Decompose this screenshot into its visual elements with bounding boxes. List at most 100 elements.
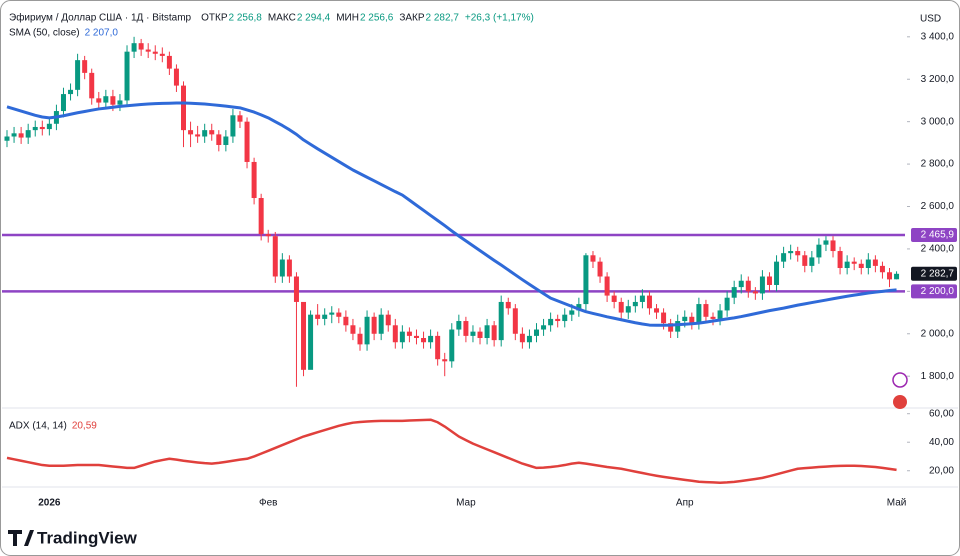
candle-body xyxy=(343,316,349,326)
candle-body xyxy=(724,297,730,311)
level-label: 2 200,0 xyxy=(921,286,955,297)
header-symbol: Эфириум / Доллар США · 1Д · Bitstamp xyxy=(9,12,192,24)
x-tick-label: Фев xyxy=(259,498,277,509)
candle-body xyxy=(428,335,434,343)
candle-body xyxy=(46,123,52,130)
candle-body xyxy=(357,333,363,345)
candle-body xyxy=(477,331,483,339)
candle-body xyxy=(872,259,878,266)
currency: USD xyxy=(920,14,941,25)
y-tick-label: 3 400,0 xyxy=(921,31,955,42)
candle-body xyxy=(675,321,681,332)
candle-body xyxy=(89,72,95,99)
candle-body xyxy=(858,263,864,269)
candle-body xyxy=(816,244,822,258)
candle-body xyxy=(795,251,801,256)
candle-body xyxy=(583,255,589,305)
level-label-box xyxy=(911,284,957,299)
sma-legend: SMA (50, close) xyxy=(9,28,80,39)
candle-body xyxy=(96,98,102,103)
candle-body xyxy=(11,133,17,137)
y-tick-label: 2 000,0 xyxy=(921,328,955,339)
candle-body xyxy=(152,51,158,54)
adx-legend: ADX (14, 14) xyxy=(9,421,67,432)
adx-tick-label: 20,00 xyxy=(929,465,954,476)
candle-body xyxy=(646,295,652,309)
level-label-box xyxy=(911,227,957,242)
candle-body xyxy=(159,53,165,56)
candle-body xyxy=(569,310,575,315)
adx-tick-label: 60,00 xyxy=(929,408,954,419)
candle-body xyxy=(329,312,335,315)
candle-body xyxy=(138,43,144,50)
candle-body xyxy=(216,134,222,145)
candle-body xyxy=(308,314,314,370)
candle-body xyxy=(322,314,328,319)
x-tick-label: Апр xyxy=(676,498,694,509)
candle-body xyxy=(498,301,504,341)
candle-body xyxy=(625,306,631,313)
candle-body xyxy=(562,314,568,322)
candle-body xyxy=(188,130,194,135)
header-label: МАКС xyxy=(268,13,296,24)
x-tick-label: Мар xyxy=(456,498,476,509)
candle-body xyxy=(244,121,250,162)
candle-body xyxy=(435,335,441,360)
candle-body xyxy=(781,253,787,262)
candle-body xyxy=(731,287,737,298)
logo: TradingView xyxy=(8,528,138,547)
header-value: 2 294,4 xyxy=(297,13,331,24)
candle-body xyxy=(597,261,603,277)
candle-body xyxy=(484,325,490,339)
header-values: ОТКР 2 256,8 МАКС 2 294,4 МИН 2 256,6 ЗАКР 2 28… xyxy=(201,13,534,24)
icon[interactable] xyxy=(892,372,908,388)
candle-body xyxy=(823,240,829,245)
candle-body xyxy=(258,198,264,235)
candle-body xyxy=(336,312,342,317)
candle-body xyxy=(399,331,405,343)
candle-body xyxy=(286,259,292,277)
header-value: 2 256,8 xyxy=(229,13,263,24)
candle-body xyxy=(60,94,66,112)
candle-body xyxy=(611,295,617,302)
candle-body xyxy=(315,314,321,319)
candle-body xyxy=(526,335,532,343)
candle-body xyxy=(534,329,539,336)
candle-body xyxy=(32,126,38,131)
candle-body xyxy=(668,323,674,332)
candle-body xyxy=(230,115,236,137)
candle-body xyxy=(82,60,88,73)
candle-body xyxy=(689,316,695,324)
candle-body xyxy=(392,325,398,343)
candle-body xyxy=(251,161,257,199)
header-value: +26,3 (+1,17%) xyxy=(465,13,534,24)
candle-body xyxy=(788,251,794,254)
candle-body xyxy=(590,255,596,262)
y-tick-label: 3 000,0 xyxy=(921,116,955,127)
candle-body xyxy=(39,126,45,130)
header-value: 2 256,6 xyxy=(360,13,394,24)
candle-body xyxy=(371,316,377,334)
candle-body xyxy=(470,331,476,336)
candle-body xyxy=(350,325,356,334)
candle-body xyxy=(279,259,285,277)
y-tick-label: 2 600,0 xyxy=(921,201,955,212)
candle-body xyxy=(519,333,525,343)
candle-body xyxy=(209,130,215,135)
candle-body xyxy=(68,89,74,95)
candle-body xyxy=(809,257,815,266)
adx-legend-value: 20,59 xyxy=(72,421,97,432)
candle-body xyxy=(75,60,81,90)
header-label: ЗАКР xyxy=(399,13,425,24)
candle-body xyxy=(894,273,900,280)
candle-body xyxy=(265,234,271,237)
icon[interactable] xyxy=(893,395,907,409)
candle-body xyxy=(830,240,836,252)
candle-body xyxy=(505,301,511,309)
candle-body xyxy=(413,335,419,339)
candle-body xyxy=(237,115,243,122)
candle-body xyxy=(766,276,772,285)
candle-body xyxy=(618,301,624,313)
candle-body xyxy=(18,133,24,138)
